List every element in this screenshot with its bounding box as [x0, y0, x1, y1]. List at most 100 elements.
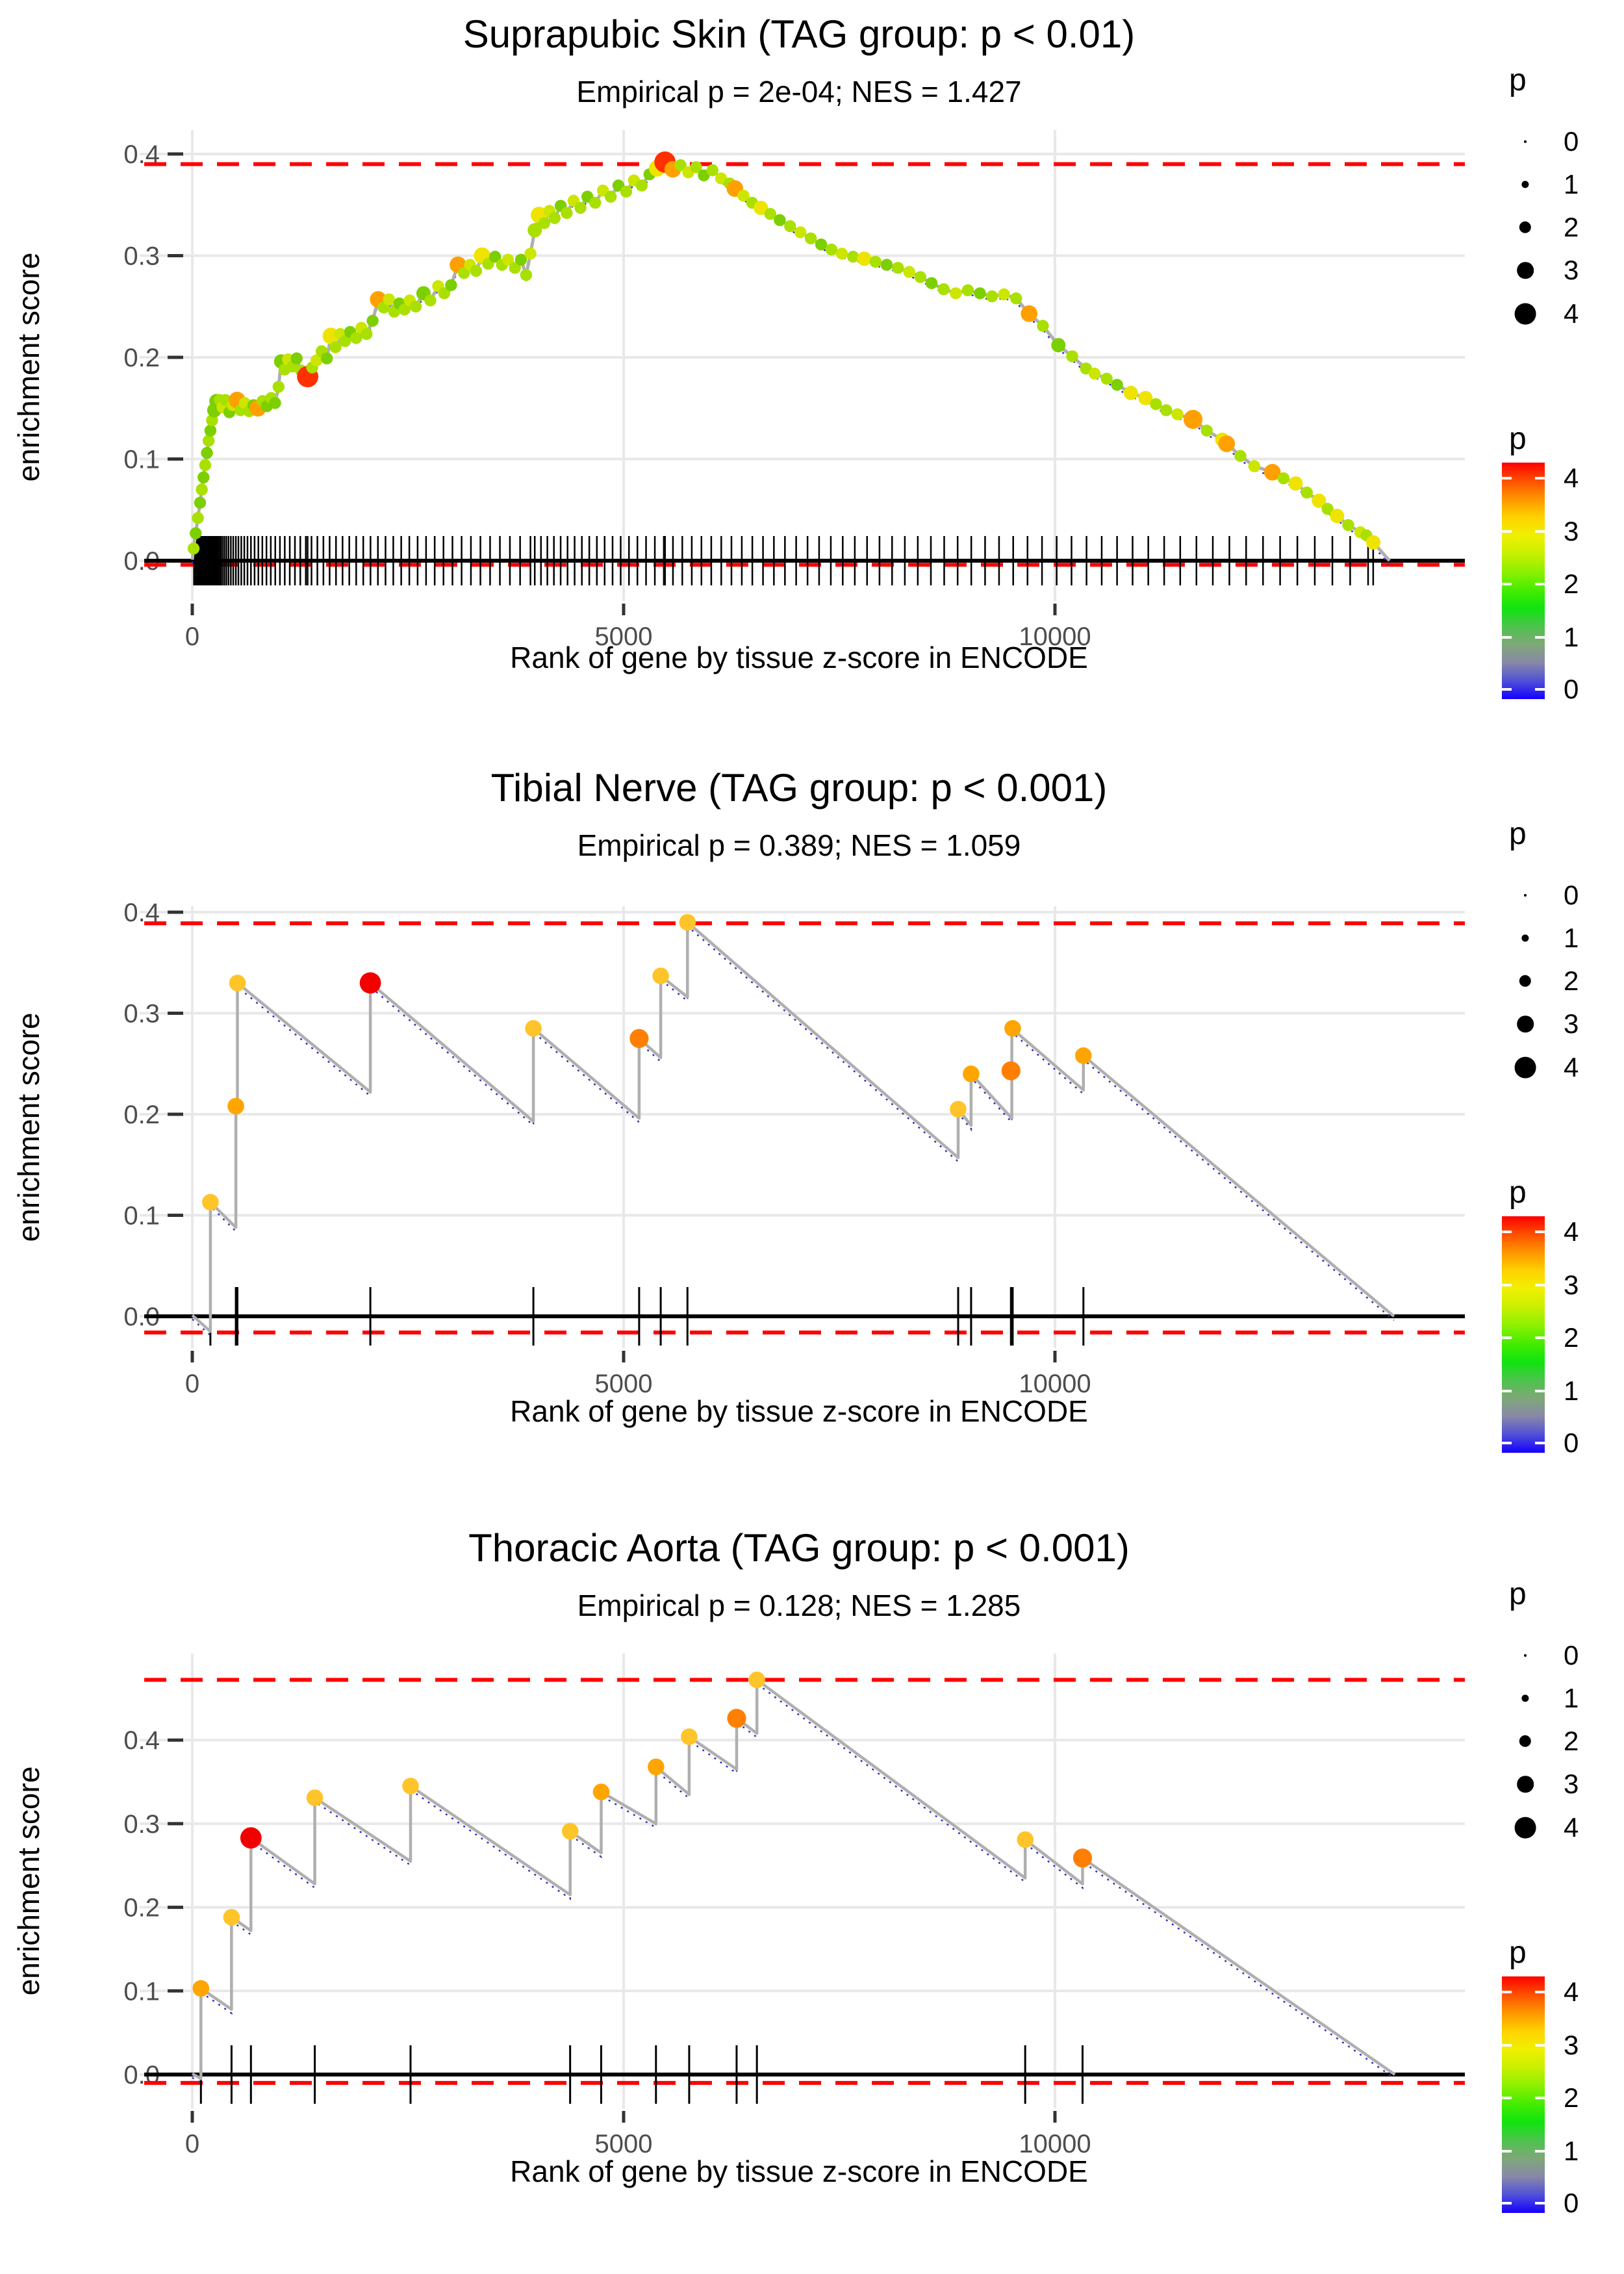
- gene-point: [1004, 1020, 1021, 1037]
- x-axis-title: Rank of gene by tissue z-score in ENCODE: [510, 641, 1088, 674]
- colorbar-label: 4: [1564, 463, 1579, 494]
- gene-point: [290, 352, 303, 364]
- gene-point: [1171, 408, 1184, 420]
- x-tick-label: 0: [185, 2130, 199, 2158]
- colorbar-label: 0: [1564, 674, 1579, 705]
- y-tick-label: 0.1: [123, 1202, 160, 1231]
- gene-point: [950, 287, 962, 300]
- gene-point: [204, 424, 217, 437]
- gene-point: [1075, 1047, 1092, 1064]
- gene-point: [1080, 363, 1093, 375]
- colorbar-tick: [1502, 1336, 1512, 1340]
- gene-point: [1088, 367, 1101, 380]
- colorbar-label: 0: [1564, 2188, 1579, 2219]
- gene-point: [892, 262, 904, 274]
- size-legend-label: 2: [1564, 212, 1579, 242]
- x-tick-label: 5000: [595, 622, 653, 651]
- y-axis-title: enrichment score: [12, 1012, 45, 1242]
- gene-point: [398, 303, 411, 316]
- colorbar-tick: [1502, 1390, 1512, 1393]
- size-legend-title: p: [1509, 63, 1527, 97]
- colorbar-label: 4: [1564, 1976, 1579, 2008]
- gene-point: [835, 248, 848, 260]
- gene-point: [1218, 435, 1236, 452]
- gene-point: [903, 266, 915, 278]
- size-legend-label: 0: [1564, 880, 1579, 910]
- colorbar-tick: [1535, 636, 1545, 639]
- gene-point: [227, 1097, 244, 1115]
- gene-point: [359, 972, 381, 994]
- gene-point: [366, 314, 379, 327]
- size-legend-dot-icon: [1514, 1056, 1536, 1079]
- colorbar-tick: [1535, 2202, 1545, 2205]
- colorbar-tick: [1535, 1231, 1545, 1234]
- gene-point: [470, 264, 483, 277]
- panel-subtitle: Empirical p = 0.128; NES = 1.285: [577, 1589, 1021, 1622]
- colorbar-label: 3: [1564, 2029, 1579, 2060]
- size-legend-title: p: [1509, 1577, 1527, 1611]
- gene-point: [1300, 486, 1313, 499]
- gene-point: [648, 1758, 665, 1776]
- size-legend-label: 2: [1564, 1726, 1579, 1756]
- gene-point: [681, 1728, 698, 1745]
- size-legend-dot-icon: [1519, 975, 1532, 988]
- colorbar-tick: [1502, 1991, 1512, 1994]
- gene-point: [985, 290, 998, 303]
- gene-point: [203, 435, 215, 447]
- size-legend-dot-icon: [1524, 894, 1527, 897]
- size-legend-label: 4: [1564, 298, 1579, 329]
- enrichment-curve-underlay: [192, 1682, 1395, 2084]
- colorbar-label: 0: [1564, 1427, 1579, 1459]
- gene-point: [1037, 320, 1049, 332]
- gene-point: [698, 169, 710, 182]
- colorbar-label: 1: [1564, 2136, 1579, 2167]
- y-tick-label: 0.3: [123, 242, 160, 271]
- size-legend-label: 4: [1564, 1052, 1579, 1082]
- gene-point: [1288, 476, 1303, 491]
- gene-point: [1066, 350, 1078, 363]
- colorbar-tick: [1502, 2097, 1512, 2100]
- panel-title: Thoracic Aorta (TAG group: p < 0.001): [468, 1526, 1130, 1570]
- colorbar-tick: [1535, 2150, 1545, 2153]
- colorbar: [1502, 1216, 1545, 1453]
- gene-point: [754, 200, 768, 215]
- gene-point: [815, 238, 828, 251]
- gene-point: [592, 1783, 610, 1800]
- gene-point: [706, 164, 719, 177]
- gene-point: [409, 300, 422, 313]
- gene-point: [784, 220, 796, 233]
- gene-point: [589, 196, 602, 209]
- y-tick-label: 0.3: [123, 1000, 160, 1028]
- gene-point: [950, 1101, 967, 1118]
- gene-point: [1248, 460, 1261, 472]
- gene-point: [524, 248, 537, 260]
- size-legend-label: 3: [1564, 255, 1579, 285]
- colorbar-label: 2: [1564, 1322, 1579, 1353]
- gene-point: [574, 201, 587, 214]
- size-legend-dot-icon: [1521, 181, 1529, 188]
- gene-point: [1138, 390, 1153, 405]
- colorbar: [1502, 1976, 1545, 2213]
- gene-point: [805, 232, 817, 245]
- gene-point: [1277, 472, 1290, 485]
- gene-point: [652, 967, 669, 984]
- gene-point: [679, 913, 696, 931]
- gene-point: [306, 1789, 324, 1806]
- size-legend-dot-icon: [1524, 140, 1527, 143]
- size-legend-dot-icon: [1521, 1694, 1529, 1702]
- colorbar-tick: [1502, 1283, 1512, 1286]
- colorbar-tick: [1535, 688, 1545, 691]
- gene-point: [1160, 404, 1173, 416]
- colorbar-label: 3: [1564, 1269, 1579, 1300]
- size-legend-dot-icon: [1519, 1735, 1532, 1748]
- gene-point: [857, 251, 872, 266]
- gene-point: [361, 327, 373, 340]
- size-legend-label: 1: [1564, 923, 1579, 953]
- plot-svg-tibial-nerve: 0.00.10.20.30.40 5000 10000: [123, 899, 1465, 1398]
- size-legend-dot-icon: [1519, 221, 1532, 234]
- gene-point: [206, 414, 218, 427]
- gene-point: [794, 226, 807, 238]
- y-axis-title: enrichment score: [12, 252, 45, 482]
- gene-point: [192, 512, 204, 524]
